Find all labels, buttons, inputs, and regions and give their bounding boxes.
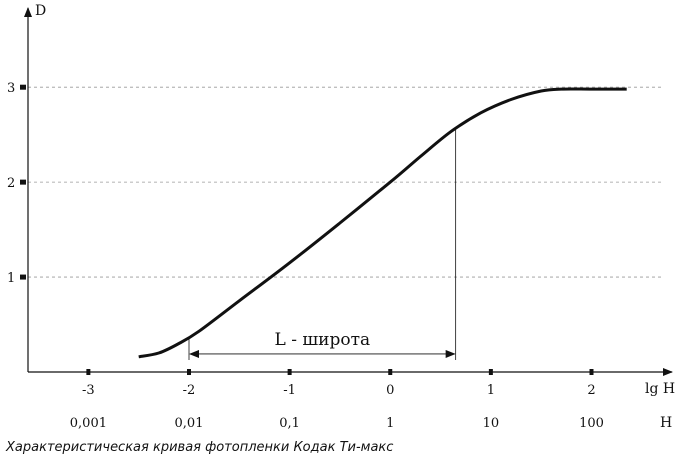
x-tick-mark-4 — [488, 369, 493, 375]
characteristic-curve-chart: D lg H H 123-30,001-20,01-10,1011102100 … — [7, 3, 675, 431]
x2-tick-label-1: 0,01 — [175, 416, 204, 431]
x-tick-mark-1 — [187, 369, 191, 375]
x2-tick-label-3: 1 — [386, 416, 394, 431]
x-tick-mark-0 — [86, 369, 91, 375]
figure-caption: Характеристическая кривая фотопленки Код… — [6, 440, 394, 455]
grid-lines — [28, 86, 662, 278]
y-tick-label-1: 1 — [7, 271, 15, 286]
x-tick-label-4: 1 — [487, 383, 495, 398]
ticks: 1 2 3 -3 0,001 -2 0,01 -1 0,1 0 1 1 10 2 100 — [7, 81, 604, 431]
y-tick-label-3: 3 — [7, 81, 15, 96]
series-curve — [138, 87, 627, 359]
x2-tick-label-0: 0,001 — [70, 416, 107, 431]
x2-tick-label-2: 0,1 — [279, 416, 300, 431]
x-axis-title: lg H — [645, 381, 675, 397]
x-tick-label-5: 2 — [587, 383, 595, 398]
x-tick-mark-5 — [589, 369, 594, 375]
y-tick-mark-2 — [20, 179, 26, 185]
latitude-annotation: L - широта — [188, 128, 457, 360]
y-tick-mark-3 — [20, 84, 26, 90]
latitude-label: L - широта — [275, 330, 371, 350]
x-tick-label-2: -1 — [283, 383, 296, 398]
x-tick-label-1: -2 — [183, 383, 196, 398]
x2-tick-label-5: 100 — [579, 416, 604, 431]
x-tick-label-3: 0 — [386, 383, 394, 398]
y-tick-label-2: 2 — [7, 176, 15, 191]
x2-tick-label-4: 10 — [483, 416, 500, 431]
y-axis-title: D — [35, 3, 46, 19]
axes: D lg H H — [24, 3, 675, 431]
x-tick-label-0: -3 — [82, 383, 95, 398]
x-tick-mark-2 — [287, 369, 292, 375]
y-tick-mark-1 — [20, 274, 26, 280]
x2-axis-title: H — [660, 415, 672, 431]
x-tick-mark-3 — [388, 369, 393, 375]
